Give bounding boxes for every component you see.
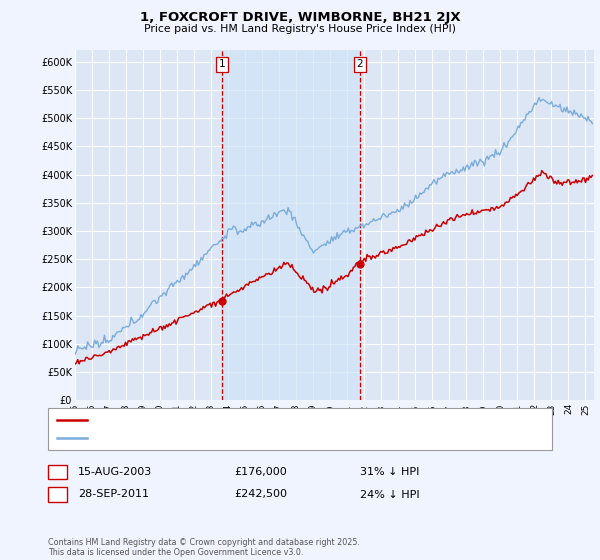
Text: 1, FOXCROFT DRIVE, WIMBORNE, BH21 2JX (detached house): 1, FOXCROFT DRIVE, WIMBORNE, BH21 2JX (d… [91,415,396,425]
Text: 2: 2 [356,59,363,69]
Text: £242,500: £242,500 [234,489,287,500]
Text: 31% ↓ HPI: 31% ↓ HPI [360,467,419,477]
Bar [221,50,360,400]
Text: 24% ↓ HPI: 24% ↓ HPI [360,489,419,500]
Text: 15-AUG-2003: 15-AUG-2003 [78,467,152,477]
Text: 1: 1 [218,59,225,69]
Text: HPI: Average price, detached house, Dorset: HPI: Average price, detached house, Dors… [91,433,309,444]
Text: 1: 1 [54,467,61,477]
Text: 28-SEP-2011: 28-SEP-2011 [78,489,149,500]
Text: £176,000: £176,000 [234,467,287,477]
Text: 1, FOXCROFT DRIVE, WIMBORNE, BH21 2JX: 1, FOXCROFT DRIVE, WIMBORNE, BH21 2JX [140,11,460,24]
Text: Price paid vs. HM Land Registry's House Price Index (HPI): Price paid vs. HM Land Registry's House … [144,24,456,34]
Text: Contains HM Land Registry data © Crown copyright and database right 2025.
This d: Contains HM Land Registry data © Crown c… [48,538,360,557]
Text: 2: 2 [54,489,61,500]
